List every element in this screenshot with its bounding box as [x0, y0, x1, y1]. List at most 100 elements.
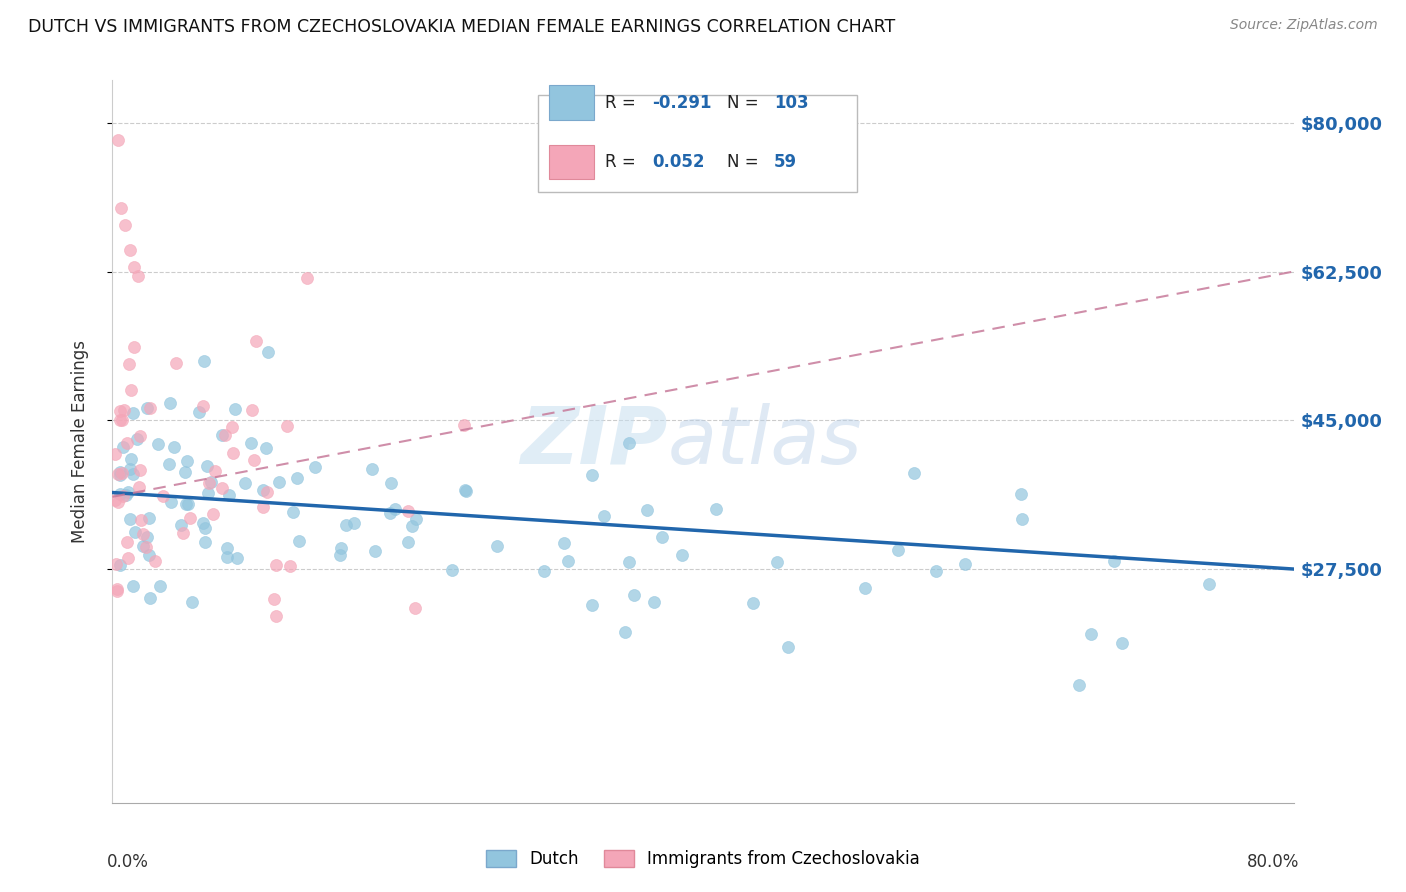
Point: [361, 462, 384, 476]
Point: [225, 551, 247, 566]
Point: [486, 539, 509, 553]
Point: [187, 405, 209, 419]
Point: [104, 447, 127, 461]
Point: [454, 484, 477, 499]
Point: [108, 487, 131, 501]
Point: [619, 555, 641, 569]
Text: 0.0%: 0.0%: [107, 854, 149, 871]
Point: [129, 463, 152, 477]
Point: [636, 502, 658, 516]
Point: [263, 591, 285, 606]
Point: [108, 558, 131, 573]
Point: [152, 489, 174, 503]
Text: 59: 59: [773, 153, 797, 171]
Point: [651, 530, 673, 544]
Point: [111, 440, 134, 454]
Point: [136, 401, 159, 415]
Legend: Dutch, Immigrants from Czechoslovakia: Dutch, Immigrants from Czechoslovakia: [479, 843, 927, 875]
Text: ZIP: ZIP: [520, 402, 668, 481]
Point: [118, 512, 141, 526]
Point: [176, 497, 198, 511]
FancyBboxPatch shape: [537, 95, 856, 193]
Point: [441, 563, 464, 577]
Point: [128, 429, 150, 443]
Point: [224, 402, 246, 417]
Text: N =: N =: [727, 153, 763, 171]
Point: [704, 502, 727, 516]
Point: [111, 467, 134, 481]
Point: [617, 436, 640, 450]
Point: [107, 133, 129, 147]
Point: [557, 554, 579, 568]
Point: [122, 260, 145, 275]
Text: R =: R =: [605, 153, 641, 171]
Point: [131, 539, 153, 553]
Point: [129, 513, 152, 527]
Point: [778, 640, 800, 654]
Point: [110, 201, 132, 215]
Point: [267, 475, 290, 490]
Point: [127, 268, 149, 283]
Point: [202, 507, 225, 521]
Point: [222, 446, 245, 460]
Point: [107, 467, 129, 482]
Point: [181, 595, 204, 609]
Point: [581, 467, 603, 482]
Text: R =: R =: [605, 94, 641, 112]
Point: [121, 406, 143, 420]
Point: [343, 516, 366, 530]
Point: [766, 556, 789, 570]
Point: [120, 451, 142, 466]
Point: [295, 270, 318, 285]
Point: [104, 492, 127, 507]
Point: [124, 525, 146, 540]
Point: [108, 403, 131, 417]
Point: [623, 588, 645, 602]
Point: [903, 467, 925, 481]
Point: [120, 383, 142, 397]
Point: [176, 453, 198, 467]
Point: [114, 218, 136, 232]
Point: [117, 551, 139, 566]
Point: [198, 475, 221, 490]
Point: [233, 476, 256, 491]
Point: [108, 467, 131, 482]
Point: [108, 465, 131, 479]
Point: [240, 402, 263, 417]
Point: [195, 458, 218, 473]
Point: [240, 436, 263, 450]
Point: [1104, 554, 1126, 568]
Point: [122, 340, 145, 354]
Text: DUTCH VS IMMIGRANTS FROM CZECHOSLOVAKIA MEDIAN FEMALE EARNINGS CORRELATION CHART: DUTCH VS IMMIGRANTS FROM CZECHOSLOVAKIA …: [28, 18, 896, 36]
Point: [252, 483, 274, 498]
Point: [122, 578, 145, 592]
Point: [853, 582, 876, 596]
Point: [925, 564, 948, 578]
Point: [194, 534, 217, 549]
Point: [405, 512, 427, 526]
Point: [671, 548, 693, 562]
Point: [593, 509, 616, 524]
Point: [193, 521, 215, 535]
Point: [115, 534, 138, 549]
Point: [887, 542, 910, 557]
Text: -0.291: -0.291: [652, 94, 711, 112]
Point: [256, 484, 278, 499]
Point: [211, 481, 233, 495]
Point: [117, 435, 139, 450]
Point: [197, 486, 219, 500]
Point: [378, 507, 401, 521]
Point: [166, 356, 188, 370]
Point: [148, 437, 170, 451]
Point: [396, 504, 419, 518]
Point: [135, 540, 157, 554]
Point: [614, 625, 637, 640]
Point: [139, 401, 162, 415]
Point: [328, 548, 350, 562]
Point: [176, 497, 198, 511]
Point: [138, 548, 160, 562]
Point: [245, 334, 267, 348]
Point: [191, 516, 214, 531]
Text: 80.0%: 80.0%: [1247, 854, 1299, 871]
Point: [214, 428, 236, 442]
